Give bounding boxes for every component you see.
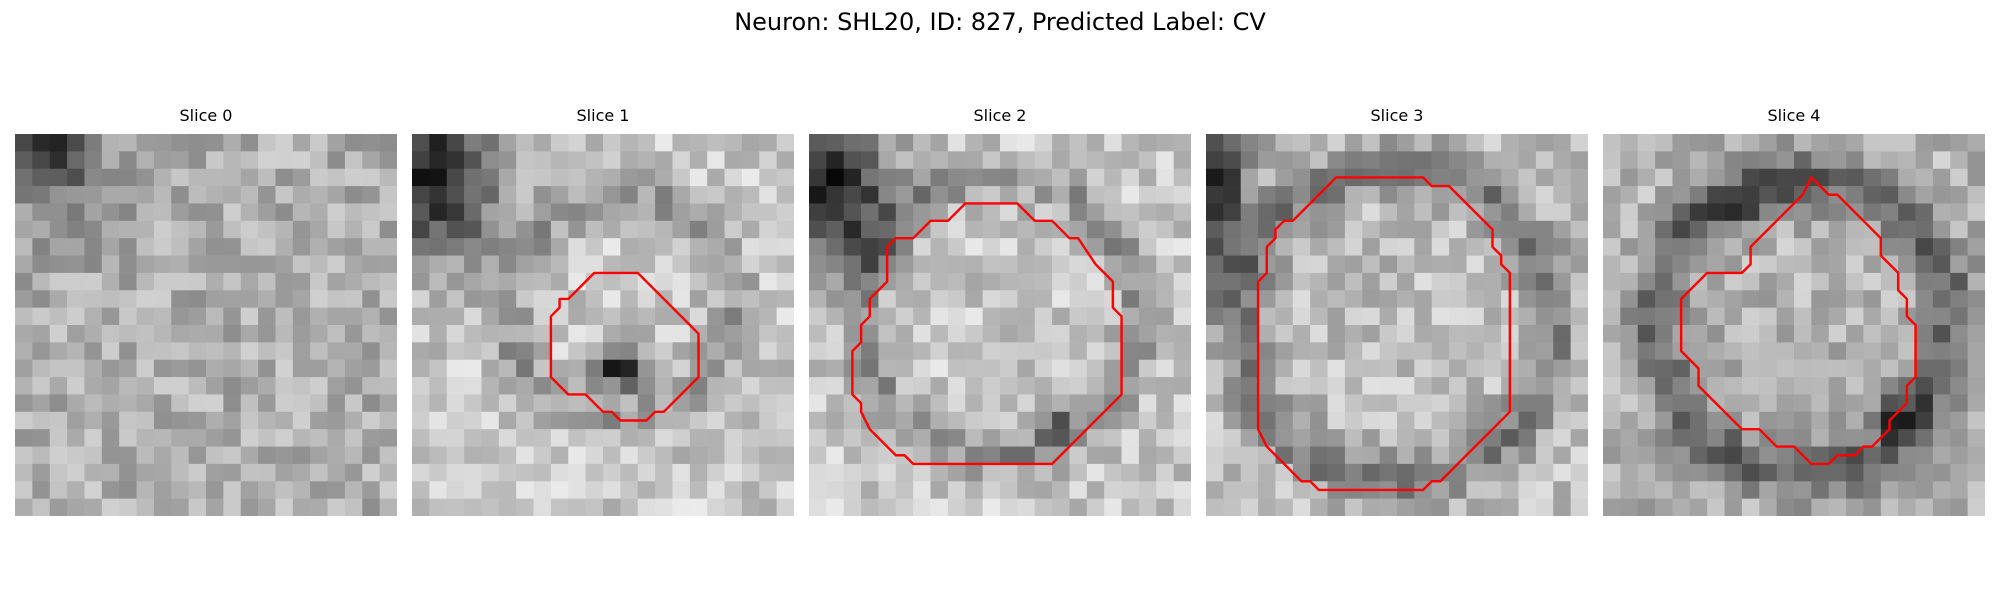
segmentation-contour	[1256, 176, 1512, 492]
panel-title: Slice 0	[179, 106, 233, 125]
segmentation-contour	[851, 202, 1123, 466]
segmentation-contour	[1679, 176, 1917, 466]
panel-title: Slice 2	[973, 106, 1027, 125]
panel-slice-1: Slice 1	[412, 106, 794, 520]
panel-slice-0: Slice 0	[15, 106, 397, 520]
slice-image	[1206, 134, 1588, 516]
panel-slice-3: Slice 3	[1206, 106, 1588, 520]
panel-title: Slice 1	[576, 106, 630, 125]
panel-title: Slice 4	[1767, 106, 1821, 125]
panel-title: Slice 3	[1370, 106, 1424, 125]
pixel-grid	[412, 134, 794, 516]
slice-image	[15, 134, 397, 516]
pixel-grid	[809, 134, 1191, 516]
slice-image	[1603, 134, 1985, 516]
panel-slice-4: Slice 4	[1603, 106, 1985, 520]
pixel-grid	[1206, 134, 1588, 516]
panel-slice-2: Slice 2	[809, 106, 1191, 520]
slice-image	[809, 134, 1191, 516]
segmentation-contour	[549, 271, 700, 422]
pixel-grid	[1603, 134, 1985, 516]
figure-title: Neuron: SHL20, ID: 827, Predicted Label:…	[734, 8, 1266, 36]
pixel-grid	[15, 134, 397, 516]
slice-image	[412, 134, 794, 516]
